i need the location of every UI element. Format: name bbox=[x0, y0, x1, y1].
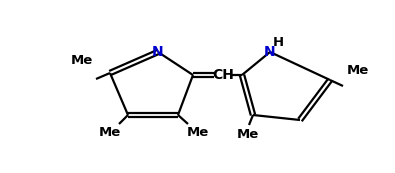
Text: CH: CH bbox=[212, 68, 234, 82]
Text: N: N bbox=[264, 45, 276, 59]
Text: H: H bbox=[273, 35, 284, 48]
Text: N: N bbox=[152, 45, 164, 59]
Text: Me: Me bbox=[187, 126, 209, 139]
Text: Me: Me bbox=[71, 54, 93, 67]
Text: Me: Me bbox=[237, 129, 259, 142]
Text: Me: Me bbox=[99, 126, 121, 139]
Text: Me: Me bbox=[347, 63, 369, 76]
